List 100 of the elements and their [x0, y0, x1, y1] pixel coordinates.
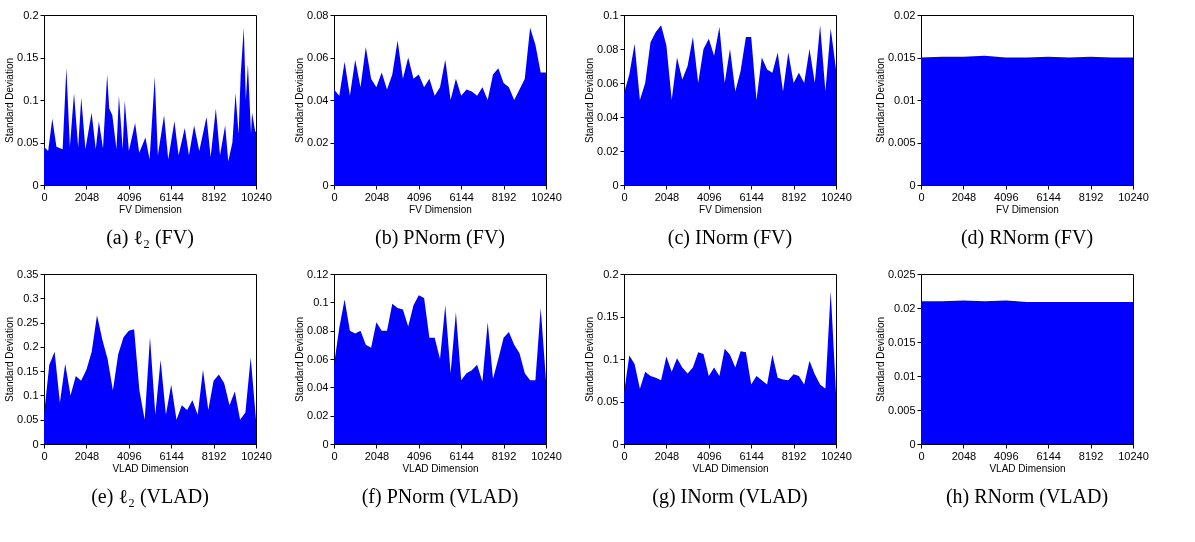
y-tick-label: 0.04	[307, 93, 329, 106]
y-tick-label: 0.01	[894, 369, 916, 382]
y-tick-label: 0.02	[894, 301, 916, 314]
x-axis-title: VLAD Dimension	[692, 462, 769, 474]
text: (a) ℓ₂ (FV)	[106, 226, 194, 249]
x-tick-label: 0	[331, 190, 338, 203]
y-tick-label: 0.05	[17, 413, 39, 426]
y-tick-label: 0.04	[597, 110, 619, 123]
x-tick-label: 8192	[491, 449, 517, 462]
x-axis-title: FV Dimension	[996, 203, 1059, 215]
x-tick-label: 8192	[1078, 449, 1104, 462]
x-tick-label: 0	[331, 449, 338, 462]
x-tick-label: 0	[621, 449, 628, 462]
x-tick-label: 2048	[654, 449, 680, 462]
y-tick-label: 0.06	[307, 352, 329, 365]
y-tick-label: 0.06	[307, 51, 329, 63]
text: (b) PNorm (FV)	[375, 226, 505, 249]
y-tick-label: 0.15	[17, 51, 39, 63]
x-tick-label: 8192	[781, 190, 807, 203]
x-tick-label: 10240	[531, 190, 562, 203]
x-tick-label: 0	[621, 190, 628, 203]
x-axis-title: VLAD Dimension	[112, 462, 189, 474]
x-tick-label: 10240	[821, 449, 852, 462]
y-tick-label: 0.25	[17, 316, 39, 329]
text: (h) RNorm (VLAD)	[945, 485, 1109, 508]
x-tick-label: 8192	[781, 449, 807, 462]
y-tick-label: 0.08	[597, 42, 619, 55]
y-axis-title: Standard Deviation	[4, 316, 16, 403]
text: (d) RNorm (FV)	[960, 226, 1094, 249]
x-tick-label: 8192	[201, 190, 227, 203]
y-tick-label: 0.02	[894, 8, 916, 21]
y-tick-label: 0	[32, 437, 39, 450]
y-tick-label: 0.35	[17, 267, 39, 280]
x-tick-label: 2048	[74, 449, 100, 462]
y-axis-title: Standard Deviation	[584, 57, 596, 144]
x-tick-label: 6144	[1036, 449, 1061, 462]
y-tick-label: 0.2	[23, 8, 39, 21]
x-axis-title: FV Dimension	[409, 203, 472, 215]
x-tick-label: 2048	[654, 190, 680, 203]
y-tick-label: 0	[322, 437, 329, 450]
x-tick-label: 0	[41, 190, 48, 203]
y-axis-title: Standard Deviation	[294, 57, 306, 144]
x-tick-label: 6144	[739, 190, 764, 203]
y-tick-label: 0	[322, 178, 329, 191]
y-axis-title: Standard Deviation	[874, 57, 886, 144]
x-tick-label: 6144	[159, 190, 184, 203]
x-tick-label: 4096	[697, 449, 722, 462]
x-tick-label: 6144	[449, 449, 474, 462]
x-axis-title: FV Dimension	[699, 203, 762, 215]
x-tick-label: 0	[918, 449, 925, 462]
x-tick-label: 2048	[951, 449, 977, 462]
y-axis-title: Standard Deviation	[4, 57, 16, 144]
y-tick-label: 0.005	[887, 403, 916, 416]
x-axis-title: VLAD Dimension	[989, 462, 1066, 474]
x-tick-label: 10240	[531, 449, 562, 462]
x-tick-label: 6144	[159, 449, 184, 462]
y-tick-label: 0.1	[23, 388, 39, 401]
y-tick-label: 0.02	[307, 409, 329, 422]
x-tick-label: 10240	[241, 449, 272, 462]
y-tick-label: 0.08	[307, 324, 329, 337]
text: (f) PNorm (VLAD)	[361, 485, 519, 508]
y-tick-label: 0	[612, 178, 619, 191]
x-axis-title: VLAD Dimension	[402, 462, 479, 474]
y-tick-label: 0.015	[887, 335, 916, 348]
y-axis-title: Standard Deviation	[874, 316, 886, 403]
text: (e) ℓ₂ (VLAD)	[91, 485, 209, 508]
y-tick-label: 0	[909, 178, 916, 191]
y-tick-label: 0.05	[597, 395, 619, 407]
y-tick-label: 0.08	[307, 8, 329, 21]
x-tick-label: 6144	[449, 190, 474, 203]
x-tick-label: 2048	[74, 190, 100, 203]
x-tick-label: 0	[41, 449, 48, 462]
x-tick-label: 4096	[117, 449, 142, 462]
y-tick-label: 0.1	[603, 8, 619, 21]
y-tick-label: 0.06	[597, 76, 619, 89]
x-tick-label: 0	[918, 190, 925, 203]
y-tick-label: 0.015	[887, 51, 916, 63]
x-tick-label: 2048	[951, 190, 977, 203]
x-tick-label: 8192	[1078, 190, 1104, 203]
y-tick-label: 0.02	[597, 144, 619, 157]
y-tick-label: 0.15	[597, 310, 619, 322]
x-tick-label: 4096	[117, 190, 142, 203]
y-tick-label: 0.2	[23, 340, 39, 353]
y-tick-label: 0.01	[894, 93, 916, 106]
x-tick-label: 10240	[821, 190, 852, 203]
y-tick-label: 0	[32, 178, 39, 191]
y-tick-label: 0.1	[603, 352, 619, 365]
y-tick-label: 0	[909, 437, 916, 450]
x-tick-label: 10240	[1118, 449, 1149, 462]
y-tick-label: 0.025	[887, 267, 916, 280]
y-tick-label: 0.15	[17, 364, 39, 377]
x-tick-label: 6144	[1036, 190, 1061, 203]
y-tick-label: 0.005	[887, 136, 916, 148]
x-axis-title: FV Dimension	[119, 203, 182, 215]
x-tick-label: 4096	[994, 449, 1019, 462]
y-tick-label: 0.3	[23, 291, 39, 304]
y-tick-label: 0.04	[307, 380, 329, 393]
text: (c) INorm (FV)	[667, 226, 793, 249]
x-tick-label: 4096	[407, 449, 432, 462]
x-tick-label: 4096	[994, 190, 1019, 203]
